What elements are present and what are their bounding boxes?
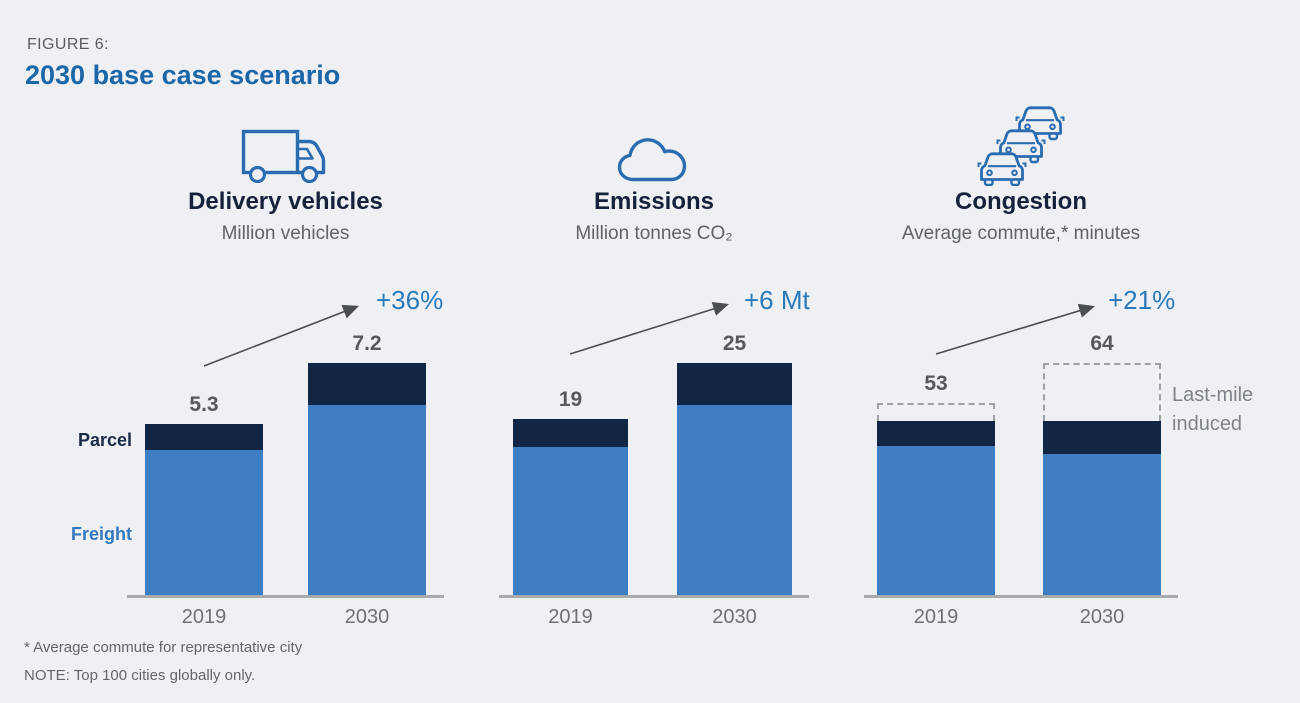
chart-title-emissions: Emissions [593, 188, 715, 215]
bar-segment-parcel-2030 [677, 363, 792, 405]
footnote-commute: * Average commute for representative cit… [24, 639, 303, 656]
growth-annotation-delivery: +36% [376, 285, 444, 315]
bar-segment-induced-2019 [877, 403, 995, 421]
bar-segment-freight-2030 [1043, 454, 1161, 595]
chart-title-congestion: Congestion [955, 188, 1087, 215]
axis-line [499, 595, 809, 598]
axis-line [864, 595, 1178, 598]
bar-congestion-2019: 53 [877, 372, 995, 595]
year-label: 2030 [712, 606, 757, 628]
traffic-jam-icon [977, 102, 1065, 186]
year-label: 2019 [913, 606, 959, 628]
chart-subtitle-emissions: Million tonnes CO₂ [575, 223, 733, 244]
bar-congestion-2030: 64 [1043, 332, 1161, 595]
chart-subtitle-delivery: Million vehicles [221, 223, 350, 244]
bar-total-label: 25 [722, 332, 747, 355]
legend-last-mile-label: Last-mile induced [1172, 384, 1254, 435]
chart-plot-congestion: 53 2019 64 2030 [864, 295, 1178, 628]
figure-label: FIGURE 6: [27, 36, 109, 53]
bar-delivery-vehicles-2019: 5.3 [145, 393, 263, 595]
bar-total-label: 5.3 [189, 393, 219, 416]
legend-parcel-label: Parcel [77, 430, 132, 450]
truck-icon [240, 102, 332, 186]
bar-segment-freight-2019 [877, 446, 995, 595]
bar-emissions-2030: 25 [677, 332, 792, 595]
bar-segment-parcel-2030 [308, 363, 426, 405]
chart-plot-emissions: 19 2019 25 2030 [499, 295, 809, 628]
legend-freight-label: Freight [71, 524, 132, 544]
bar-total-label: 19 [558, 388, 583, 411]
bar-emissions-2019: 19 [513, 388, 628, 595]
bar-delivery-vehicles-2030: 7.2 [308, 332, 426, 595]
year-label: 2019 [181, 606, 227, 628]
bar-segment-parcel-2019 [877, 421, 995, 446]
bar-segment-parcel-2019 [513, 419, 628, 447]
growth-annotation-congestion: +21% [1108, 285, 1176, 315]
chart-header-congestion: Congestion Average commute,* minutes [864, 102, 1178, 245]
bar-segment-freight-2030 [677, 405, 792, 595]
cloud-icon [616, 102, 692, 186]
bar-total-label: 64 [1090, 332, 1114, 355]
chart-header-emissions: Emissions Million tonnes CO₂ [499, 102, 809, 245]
bar-total-label: 53 [924, 372, 948, 395]
footnote-cities: NOTE: Top 100 cities globally only. [24, 667, 256, 684]
chart-header-delivery: Delivery vehicles Million vehicles [127, 102, 444, 245]
year-label: 2019 [548, 606, 593, 628]
growth-annotation-emissions: +6 Mt [744, 285, 810, 315]
axis-line [127, 595, 444, 598]
bar-segment-parcel-2030 [1043, 421, 1161, 454]
chart-subtitle-congestion: Average commute,* minutes [901, 223, 1141, 244]
bar-segment-induced-2030 [1043, 363, 1161, 421]
bar-segment-parcel-2019 [145, 424, 263, 450]
bar-segment-freight-2019 [145, 450, 263, 595]
year-label: 2030 [1079, 606, 1125, 628]
chart-title-delivery: Delivery vehicles [188, 188, 383, 215]
bar-total-label: 7.2 [352, 332, 382, 355]
bar-segment-freight-2030 [308, 405, 426, 595]
year-label: 2030 [344, 606, 390, 628]
figure-title: 2030 base case scenario [25, 60, 341, 90]
chart-plot-delivery-vehicles: 5.3 2019 7.2 2030 [127, 295, 444, 628]
bar-segment-freight-2019 [513, 447, 628, 595]
